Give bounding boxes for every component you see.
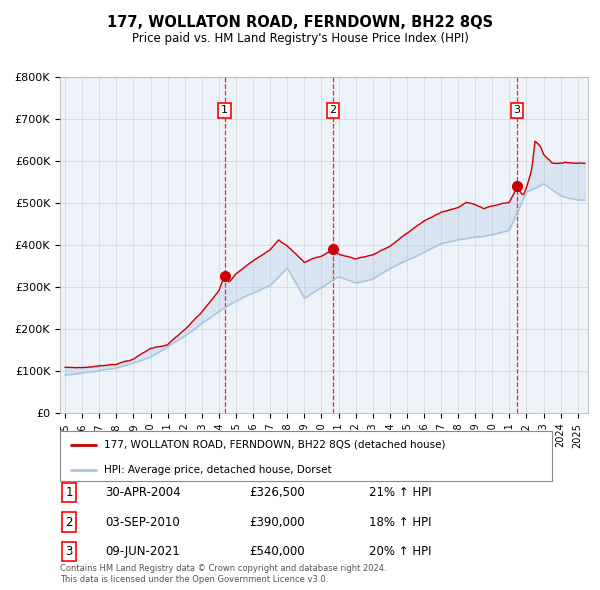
Text: 20% ↑ HPI: 20% ↑ HPI <box>369 545 431 558</box>
Text: 21% ↑ HPI: 21% ↑ HPI <box>369 486 431 499</box>
Text: 09-JUN-2021: 09-JUN-2021 <box>105 545 180 558</box>
Text: 03-SEP-2010: 03-SEP-2010 <box>105 516 180 529</box>
Text: £390,000: £390,000 <box>249 516 305 529</box>
Text: 3: 3 <box>65 545 73 558</box>
Text: 177, WOLLATON ROAD, FERNDOWN, BH22 8QS: 177, WOLLATON ROAD, FERNDOWN, BH22 8QS <box>107 15 493 30</box>
Text: 1: 1 <box>221 106 228 115</box>
Text: 1: 1 <box>65 486 73 499</box>
FancyBboxPatch shape <box>60 431 552 481</box>
Text: 177, WOLLATON ROAD, FERNDOWN, BH22 8QS (detached house): 177, WOLLATON ROAD, FERNDOWN, BH22 8QS (… <box>104 440 446 450</box>
Text: HPI: Average price, detached house, Dorset: HPI: Average price, detached house, Dors… <box>104 465 332 475</box>
Text: 3: 3 <box>514 106 520 115</box>
Text: Contains HM Land Registry data © Crown copyright and database right 2024.: Contains HM Land Registry data © Crown c… <box>60 565 386 573</box>
Text: £326,500: £326,500 <box>249 486 305 499</box>
Text: 30-APR-2004: 30-APR-2004 <box>105 486 181 499</box>
Text: Price paid vs. HM Land Registry's House Price Index (HPI): Price paid vs. HM Land Registry's House … <box>131 32 469 45</box>
Text: This data is licensed under the Open Government Licence v3.0.: This data is licensed under the Open Gov… <box>60 575 328 584</box>
Text: £540,000: £540,000 <box>249 545 305 558</box>
Text: 2: 2 <box>65 516 73 529</box>
Text: 2: 2 <box>329 106 337 115</box>
Text: 18% ↑ HPI: 18% ↑ HPI <box>369 516 431 529</box>
